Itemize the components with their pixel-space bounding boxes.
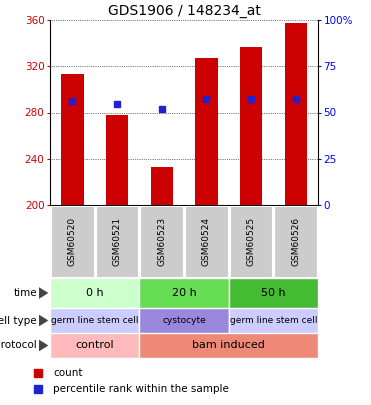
Bar bbox=[50, 278, 139, 308]
Polygon shape bbox=[39, 340, 48, 351]
Polygon shape bbox=[39, 315, 48, 326]
Bar bbox=[229, 308, 318, 333]
Bar bbox=[230, 206, 272, 277]
Polygon shape bbox=[39, 287, 48, 299]
Text: GSM60525: GSM60525 bbox=[246, 217, 256, 266]
Title: GDS1906 / 148234_at: GDS1906 / 148234_at bbox=[108, 4, 260, 17]
Bar bbox=[139, 333, 318, 358]
Text: protocol: protocol bbox=[0, 341, 37, 350]
Text: germ line stem cell: germ line stem cell bbox=[230, 316, 317, 325]
Text: GSM60523: GSM60523 bbox=[157, 217, 166, 266]
Bar bbox=[106, 115, 128, 205]
Text: control: control bbox=[75, 341, 114, 350]
Text: germ line stem cell: germ line stem cell bbox=[51, 316, 138, 325]
Text: GSM60526: GSM60526 bbox=[291, 217, 300, 266]
Bar bbox=[274, 206, 317, 277]
Text: time: time bbox=[13, 288, 37, 298]
Bar bbox=[285, 23, 307, 205]
Bar bbox=[51, 206, 94, 277]
Text: cell type: cell type bbox=[0, 315, 37, 326]
Bar bbox=[140, 206, 183, 277]
Text: 20 h: 20 h bbox=[172, 288, 196, 298]
Bar bbox=[185, 206, 228, 277]
Text: 0 h: 0 h bbox=[86, 288, 104, 298]
Text: 50 h: 50 h bbox=[261, 288, 286, 298]
Text: GSM60521: GSM60521 bbox=[112, 217, 121, 266]
Bar bbox=[61, 75, 83, 205]
Bar bbox=[96, 206, 138, 277]
Bar bbox=[151, 167, 173, 205]
Text: GSM60524: GSM60524 bbox=[202, 217, 211, 266]
Text: bam induced: bam induced bbox=[192, 341, 265, 350]
Bar bbox=[139, 308, 229, 333]
Text: count: count bbox=[53, 368, 83, 377]
Text: cystocyte: cystocyte bbox=[162, 316, 206, 325]
Bar bbox=[50, 333, 139, 358]
Text: GSM60520: GSM60520 bbox=[68, 217, 77, 266]
Bar bbox=[195, 58, 217, 205]
Bar bbox=[240, 47, 262, 205]
Text: percentile rank within the sample: percentile rank within the sample bbox=[53, 384, 229, 394]
Bar bbox=[229, 278, 318, 308]
Bar bbox=[50, 308, 139, 333]
Bar bbox=[139, 278, 229, 308]
